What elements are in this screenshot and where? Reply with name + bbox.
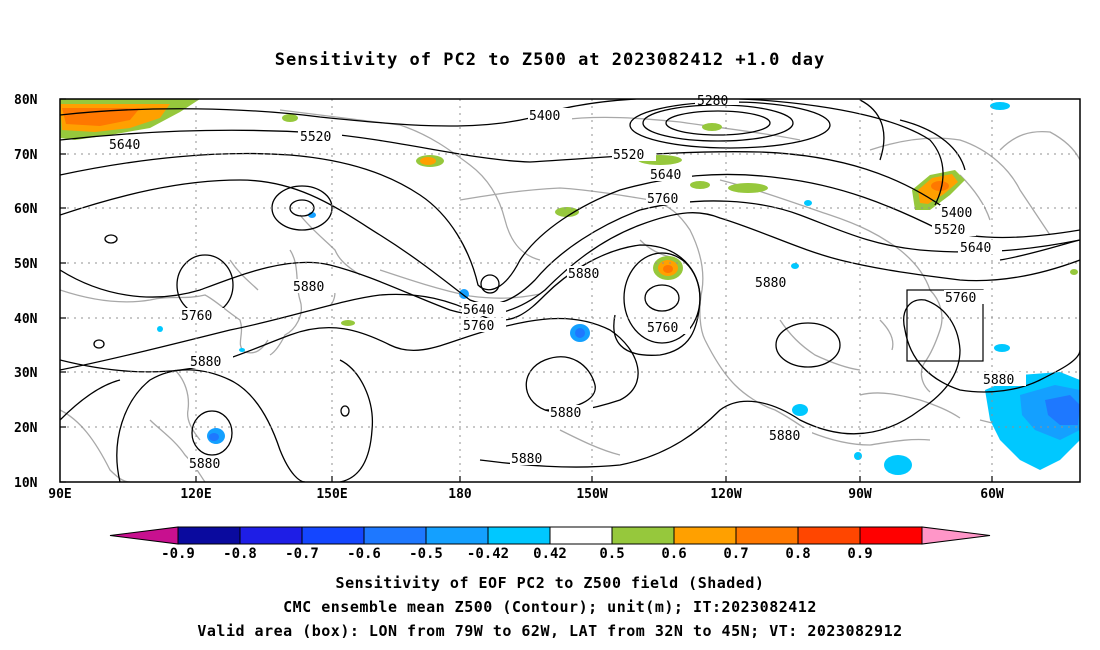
lat-label: 70N <box>14 148 38 163</box>
longitude-labels: 90E 120E 150E 180 150W 120W 90W 60W <box>48 487 1004 502</box>
contour-label: 5760 <box>945 291 976 306</box>
contour-label: 5880 <box>190 355 221 370</box>
colorbar-label: -0.6 <box>347 546 381 562</box>
lon-label: 180 <box>448 487 472 502</box>
lon-label: 90E <box>48 487 71 502</box>
contour-label: 5880 <box>189 457 220 472</box>
contour-label: 5880 <box>293 280 324 295</box>
contour-label: 5280 <box>697 94 728 109</box>
lat-label: 30N <box>14 366 38 381</box>
colorbar-label: 0.9 <box>847 546 872 562</box>
contour-label: 5640 <box>463 303 494 318</box>
colorbar-swatch <box>735 526 799 545</box>
lat-lon-grid <box>60 99 1080 482</box>
colorbar-label: -0.42 <box>467 546 509 562</box>
footer-line-1: Sensitivity of EOF PC2 to Z500 field (Sh… <box>335 574 765 592</box>
contour-label: 5880 <box>568 267 599 282</box>
colorbar-swatch <box>611 526 675 545</box>
colorbar-swatch <box>673 526 737 545</box>
lon-label: 60W <box>980 487 1004 502</box>
lon-label: 150W <box>576 487 607 502</box>
colorbar-swatch <box>301 526 365 545</box>
latitude-labels: 80N 70N 60N 50N 40N 30N 20N 10N <box>14 93 38 491</box>
colorbar-swatch <box>363 526 427 545</box>
contour-label: 5880 <box>550 406 581 421</box>
lon-label: 120E <box>180 487 211 502</box>
contour-label: 5760 <box>647 321 678 336</box>
colorbar-label: -0.9 <box>161 546 195 562</box>
lat-label: 50N <box>14 257 38 272</box>
colorbar-swatch <box>859 526 923 545</box>
colorbar: -0.9 -0.8 -0.7 -0.6 -0.5 -0.42 0.42 0.5 0.6 0.7 0.… <box>109 526 991 562</box>
contour-label: 5640 <box>109 138 140 153</box>
lon-label: 90W <box>848 487 872 502</box>
contour-label-group: 5280 5400 5400 5520 5520 5520 5640 5640 … <box>108 93 1026 472</box>
colorbar-label: 0.6 <box>661 546 686 562</box>
colorbar-label: 0.8 <box>785 546 810 562</box>
colorbar-label: -0.5 <box>409 546 443 562</box>
colorbar-label: 0.5 <box>599 546 624 562</box>
contour-label: 5880 <box>755 276 786 291</box>
contour-label: 5520 <box>300 130 331 145</box>
contour-label: 5520 <box>934 223 965 238</box>
axis-ticks <box>60 98 993 483</box>
colorbar-swatch <box>797 526 861 545</box>
colorbar-swatch <box>549 526 613 545</box>
colorbar-label: -0.8 <box>223 546 257 562</box>
lat-label: 80N <box>14 93 38 108</box>
coastlines <box>60 109 1080 482</box>
colorbar-swatch <box>487 526 551 545</box>
contour-label: 5760 <box>463 319 494 334</box>
lon-label: 120W <box>710 487 741 502</box>
contour-label: 5640 <box>960 241 991 256</box>
contour-label: 5400 <box>941 206 972 221</box>
colorbar-swatch <box>239 526 303 545</box>
colorbar-max-triangle <box>921 526 991 545</box>
contour-label: 5760 <box>647 192 678 207</box>
contour-label: 5880 <box>769 429 800 444</box>
contour-label: 5640 <box>650 168 681 183</box>
footer-line-2: CMC ensemble mean Z500 (Contour); unit(m… <box>283 598 817 616</box>
colorbar-swatch <box>425 526 489 545</box>
footer-line-3: Valid area (box): LON from 79W to 62W, L… <box>197 622 903 640</box>
colorbar-label: -0.7 <box>285 546 319 562</box>
lat-label: 10N <box>14 476 38 491</box>
contour-label: 5880 <box>983 373 1014 388</box>
colorbar-label: 0.7 <box>723 546 748 562</box>
colorbar-label: 0.42 <box>533 546 567 562</box>
colorbar-min-triangle <box>109 526 179 545</box>
contour-label: 5880 <box>511 452 542 467</box>
lat-label: 20N <box>14 421 38 436</box>
contour-label: 5520 <box>613 148 644 163</box>
contour-label: 5760 <box>181 309 212 324</box>
lat-label: 40N <box>14 312 38 327</box>
lat-label: 60N <box>14 202 38 217</box>
plot-frame <box>59 98 1081 483</box>
lon-label: 150E <box>316 487 347 502</box>
z500-contours <box>60 99 1080 482</box>
contour-label: 5400 <box>529 109 560 124</box>
plot-title: Sensitivity of PC2 to Z500 at 2023082412… <box>274 50 826 70</box>
colorbar-swatch <box>177 526 241 545</box>
